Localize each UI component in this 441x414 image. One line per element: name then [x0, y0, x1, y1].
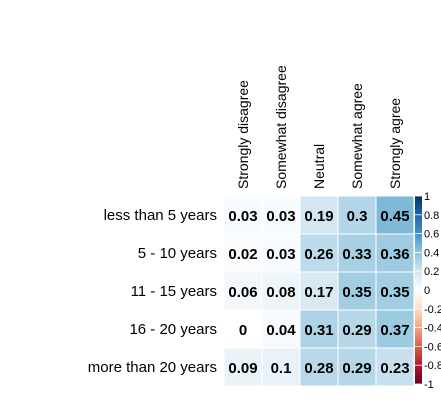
heatmap-cell: [375, 347, 415, 387]
colorbar-tick-label: -0.6: [424, 341, 441, 353]
column-label: Somewhat disagree: [273, 65, 289, 189]
cell-value-label: 0.26: [304, 246, 333, 263]
row-label: less than 5 years: [104, 207, 217, 224]
cell-value-label: 0.09: [228, 360, 257, 377]
heatmap-cell: [261, 309, 301, 349]
column-label: Strongly disagree: [235, 80, 251, 189]
heatmap-cells: 0.03 0.03 0.19 0.3 0.45 0.02 0.03 0.26 0.33 0.36 0…: [223, 195, 415, 387]
heatmap-cell: [223, 195, 263, 235]
cell-value-label: 0.29: [342, 360, 371, 377]
cell-value-label: 0.45: [380, 208, 409, 225]
row-label: 11 - 15 years: [131, 283, 217, 300]
cell-value-label: 0.17: [304, 284, 333, 301]
cell-value-label: 0.37: [380, 322, 409, 339]
heatmap-cell: [337, 309, 377, 349]
colorbar-tick-label: 0.4: [424, 247, 439, 259]
cell-value-label: 0.03: [266, 208, 295, 225]
heatmap-cell: [299, 309, 339, 349]
cell-value-label: 0.28: [304, 360, 333, 377]
row-label: 5 - 10 years: [138, 245, 217, 262]
colorbar: 1 0.8 0.6 0.4 0.2 0 -0.2 -0.4 -0.6 -0.8 -1: [415, 191, 441, 391]
row-labels: less than 5 years 5 - 10 years 11 - 15 yea…: [88, 207, 217, 376]
heatmap-cell: [223, 309, 263, 349]
colorbar-tick-label: 0.6: [424, 229, 439, 241]
cell-value-label: 0.29: [342, 322, 371, 339]
colorbar-tick-label: 0.8: [424, 210, 439, 222]
cell-value-label: 0.31: [304, 322, 333, 339]
cell-value-label: 0.33: [342, 246, 371, 263]
cell-value-label: 0.06: [228, 284, 257, 301]
colorbar-tick-label: -1: [424, 379, 434, 391]
cell-value-label: 0.19: [304, 208, 333, 225]
heatmap-cell: [261, 271, 301, 311]
colorbar-tick-label: -0.2: [424, 304, 441, 316]
row-label: more than 20 years: [88, 359, 217, 376]
cell-value-label: 0.3: [347, 208, 368, 225]
column-label: Somewhat agree: [349, 83, 365, 189]
cell-value-label: 0.35: [342, 284, 371, 301]
cell-value-label: 0.35: [380, 284, 409, 301]
cell-value-label: 0.03: [266, 246, 295, 263]
heatmap-cell: [223, 347, 263, 387]
colorbar-tick-label: -0.8: [424, 360, 441, 372]
colorbar-tick-label: 1: [424, 191, 430, 203]
cell-value-label: 0.08: [266, 284, 295, 301]
cell-value-label: 0: [239, 322, 247, 339]
heatmap-cell: [261, 347, 301, 387]
colorbar-tick-label: -0.4: [424, 323, 441, 335]
colorbar-tick-label: 0: [424, 285, 430, 297]
colorbar-tick-label: 0.2: [424, 266, 439, 278]
heatmap-cell: [261, 195, 301, 235]
heatmap-cell: [375, 233, 415, 273]
heatmap-cell: [375, 309, 415, 349]
heatmap-cell: [299, 233, 339, 273]
cell-value-label: 0.04: [266, 322, 296, 339]
heatmap-cell: [299, 347, 339, 387]
column-labels: Strongly disagree Somewhat disagree Neutra…: [235, 65, 403, 189]
column-label: Neutral: [311, 144, 327, 189]
cell-value-label: 0.1: [271, 360, 292, 377]
column-label: Strongly agree: [387, 98, 403, 189]
row-label: 16 - 20 years: [129, 321, 217, 338]
heatmap-cell: [223, 233, 263, 273]
cell-value-label: 0.23: [380, 360, 409, 377]
cell-value-label: 0.02: [228, 246, 257, 263]
cell-value-label: 0.03: [228, 208, 257, 225]
heatmap-cell: [337, 271, 377, 311]
cell-value-label: 0.36: [380, 246, 409, 263]
